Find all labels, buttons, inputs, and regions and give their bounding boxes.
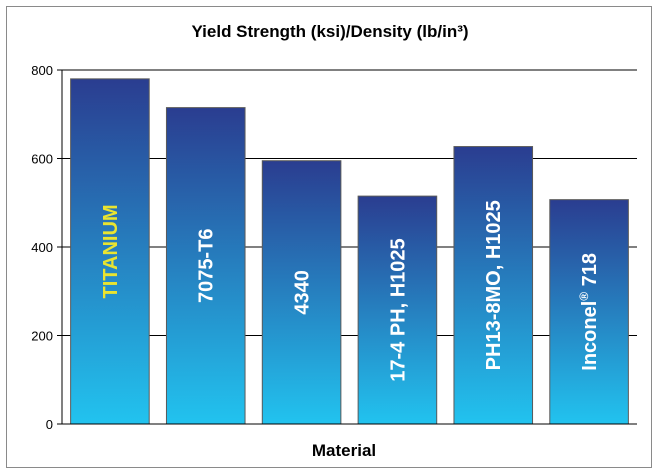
bar-labels: TITANIUM 7075-T6 4340 17-4 PH, H1025 PH13-8M… bbox=[100, 200, 601, 382]
y-axis-ticks: 0 200 400 600 800 bbox=[31, 63, 62, 432]
y-tick-label: 200 bbox=[31, 329, 53, 344]
bar-category-label: Inconel® 718 bbox=[577, 253, 601, 371]
chart-title: Yield Strength (ksi)/Density (lb/in³) bbox=[191, 22, 468, 41]
bar-category-label: 4340 bbox=[292, 270, 314, 315]
bar-category-label: 7075-T6 bbox=[196, 229, 218, 304]
gridlines bbox=[62, 69, 637, 336]
y-tick-label: 400 bbox=[31, 240, 53, 255]
chart-frame: Yield Strength (ksi)/Density (lb/in³) 0 2… bbox=[6, 6, 652, 468]
bar bbox=[70, 78, 150, 425]
y-tick-label: 0 bbox=[46, 417, 53, 432]
x-axis-title: Material bbox=[312, 441, 376, 460]
bar-category-label: TITANIUM bbox=[100, 204, 122, 298]
bar bbox=[549, 199, 629, 425]
y-tick-label: 800 bbox=[31, 63, 53, 78]
bar-chart: Yield Strength (ksi)/Density (lb/in³) 0 2… bbox=[31, 22, 637, 460]
bar-category-label: 17-4 PH, H1025 bbox=[387, 238, 409, 381]
y-tick-label: 600 bbox=[31, 152, 53, 167]
bars bbox=[70, 78, 629, 425]
bar-category-label: PH13-8MO, H1025 bbox=[483, 200, 505, 370]
